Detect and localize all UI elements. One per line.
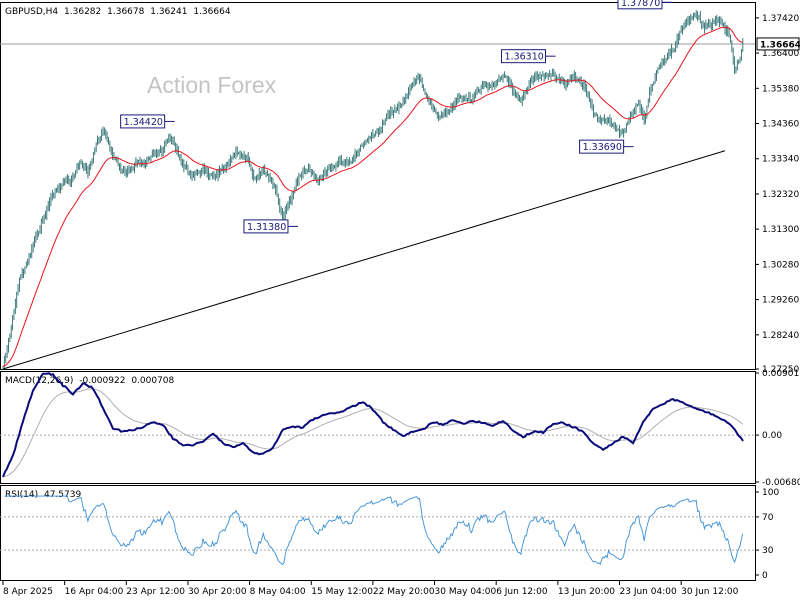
annotation-label: 1.33690 — [583, 142, 622, 153]
price-tick-label: 1.37420 — [762, 14, 799, 24]
time-tick-label: 8 May 04:00 — [250, 587, 306, 597]
price-tick-label: 1.30280 — [762, 260, 799, 270]
trendline-segment — [2, 150, 726, 370]
macd-header: MACD(12,26,9) -0.000922 0.000708 — [5, 376, 175, 386]
price-tick-label: 1.27250 — [762, 365, 799, 375]
annotation-label: 1.31380 — [247, 222, 286, 233]
price-annotations: 1.34420 1.31380 1.36310 1.33690 1.37870 — [120, 0, 672, 234]
macd-signal-line — [2, 388, 744, 478]
rsi-tick-label: 30 — [762, 546, 774, 556]
rsi-pane — [0, 485, 756, 581]
low-value: 1.36241 — [150, 7, 187, 17]
time-tick-label: 23 Apr 12:00 — [126, 587, 185, 597]
time-tick-label: 23 Jun 04:00 — [620, 587, 677, 597]
open-value: 1.36282 — [64, 7, 101, 17]
rsi-plot: 100 70 30 0 — [0, 488, 779, 581]
price-header: GBPUSD,H4 1.36282 1.36678 1.36241 1.3666… — [5, 7, 231, 17]
annotation-box — [579, 139, 625, 154]
rsi-value: 47.5739 — [44, 490, 81, 500]
time-tick-label: 30 Apr 20:00 — [188, 587, 247, 597]
macd-tick-label: -0.006806 — [762, 478, 800, 488]
candles — [2, 10, 744, 370]
time-tick-label: 22 May 20:00 — [373, 587, 435, 597]
macd-tick-label: 0.00 — [762, 431, 782, 441]
price-tick-label: 1.36400 — [762, 49, 799, 59]
price-pane — [0, 2, 756, 370]
annotation-label: 1.34420 — [124, 117, 163, 128]
macd-tick-label: 0.009015 — [762, 369, 800, 379]
moving-average — [2, 26, 743, 367]
annotation-box — [243, 219, 289, 234]
time-tick-label: 30 May 04:00 — [435, 587, 497, 597]
time-tick-label: 8 Apr 2025 — [3, 587, 53, 597]
time-tick-label: 13 Jun 20:00 — [558, 587, 615, 597]
time-tick-label: 16 Apr 04:00 — [65, 587, 124, 597]
high-value: 1.36678 — [107, 7, 144, 17]
macd-signal-value: 0.000708 — [131, 376, 174, 386]
macd-main-value: -0.000922 — [79, 376, 125, 386]
last-price-label: 1.36664 — [760, 40, 800, 50]
symbol-label: GBPUSD,H4 — [5, 7, 58, 17]
ma-line — [2, 26, 743, 367]
time-axis: 8 Apr 2025 16 Apr 04:00 23 Apr 12:00 30 Apr… — [2, 581, 739, 597]
time-tick-label: 6 Jun 12:00 — [496, 587, 548, 597]
annotation-label: 1.36310 — [505, 52, 544, 63]
time-tick-label: 30 Jun 12:00 — [681, 587, 738, 597]
price-tick-label: 1.29260 — [762, 296, 799, 306]
price-tick-label: 1.32320 — [762, 190, 799, 200]
rsi-header: RSI(14) 47.5739 — [5, 490, 81, 500]
price-tick-label: 1.34360 — [762, 120, 799, 130]
macd-main-line — [2, 372, 744, 478]
time-tick-label: 15 May 12:00 — [311, 587, 373, 597]
trendline — [2, 150, 726, 370]
annotation-box — [617, 0, 663, 10]
rsi-tick-label: 70 — [762, 513, 774, 523]
rsi-tick-label: 100 — [762, 488, 779, 498]
annotation-box — [120, 114, 166, 129]
price-tick-label: 1.31300 — [762, 225, 799, 235]
rsi-label: RSI(14) — [5, 490, 38, 500]
rsi-line — [4, 495, 744, 566]
price-tick-label: 1.35380 — [762, 84, 799, 94]
close-value: 1.36664 — [193, 7, 230, 17]
last-price-box — [756, 37, 800, 51]
annotation-label: 1.37870 — [621, 0, 660, 9]
macd-plot: 0.009015 0.00 -0.006806 — [0, 369, 800, 488]
price-axis: 1.37420 1.36400 1.35380 1.34360 1.33340 1.323… — [755, 14, 800, 375]
macd-pane — [0, 371, 756, 484]
watermark: Action Forex — [147, 72, 277, 98]
rsi-tick-label: 0 — [762, 571, 768, 581]
annotation-box — [501, 49, 547, 64]
price-tick-label: 1.28240 — [762, 331, 799, 341]
price-tick-label: 1.33340 — [762, 155, 799, 165]
